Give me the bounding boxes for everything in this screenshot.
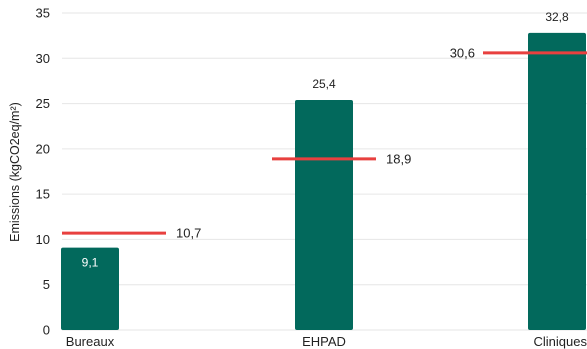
y-tick-label: 25 <box>36 96 50 111</box>
bar-value-label: 25,4 <box>312 77 336 91</box>
reference-value-label: 18,9 <box>386 151 411 166</box>
reference-value-label: 10,7 <box>176 226 201 241</box>
y-axis-ticks: 0 5 10 15 20 25 30 35 <box>36 6 50 338</box>
y-axis-label: Emissions (kgCO2eq/m²) <box>8 102 22 242</box>
y-tick-label: 30 <box>36 51 50 66</box>
x-axis-categories: Bureaux EHPAD Cliniques <box>66 334 587 349</box>
reference-lines: 10,7 18,9 30,6 <box>62 45 587 241</box>
bar <box>295 99 353 330</box>
bar-value-label: 32,8 <box>545 10 569 24</box>
y-tick-label: 15 <box>36 187 50 202</box>
y-tick-label: 20 <box>36 141 50 156</box>
y-tick-label: 10 <box>36 232 50 247</box>
y-tick-label: 0 <box>43 323 50 338</box>
x-category-label: EHPAD <box>302 334 346 349</box>
x-category-label: Cliniques <box>534 334 587 349</box>
bar <box>528 32 586 330</box>
bar <box>61 247 119 330</box>
bar-value-label: 9,1 <box>82 256 99 270</box>
y-tick-label: 5 <box>43 277 50 292</box>
reference-value-label: 30,6 <box>450 45 475 60</box>
y-tick-label: 35 <box>36 6 50 21</box>
x-category-label: Bureaux <box>66 334 115 349</box>
